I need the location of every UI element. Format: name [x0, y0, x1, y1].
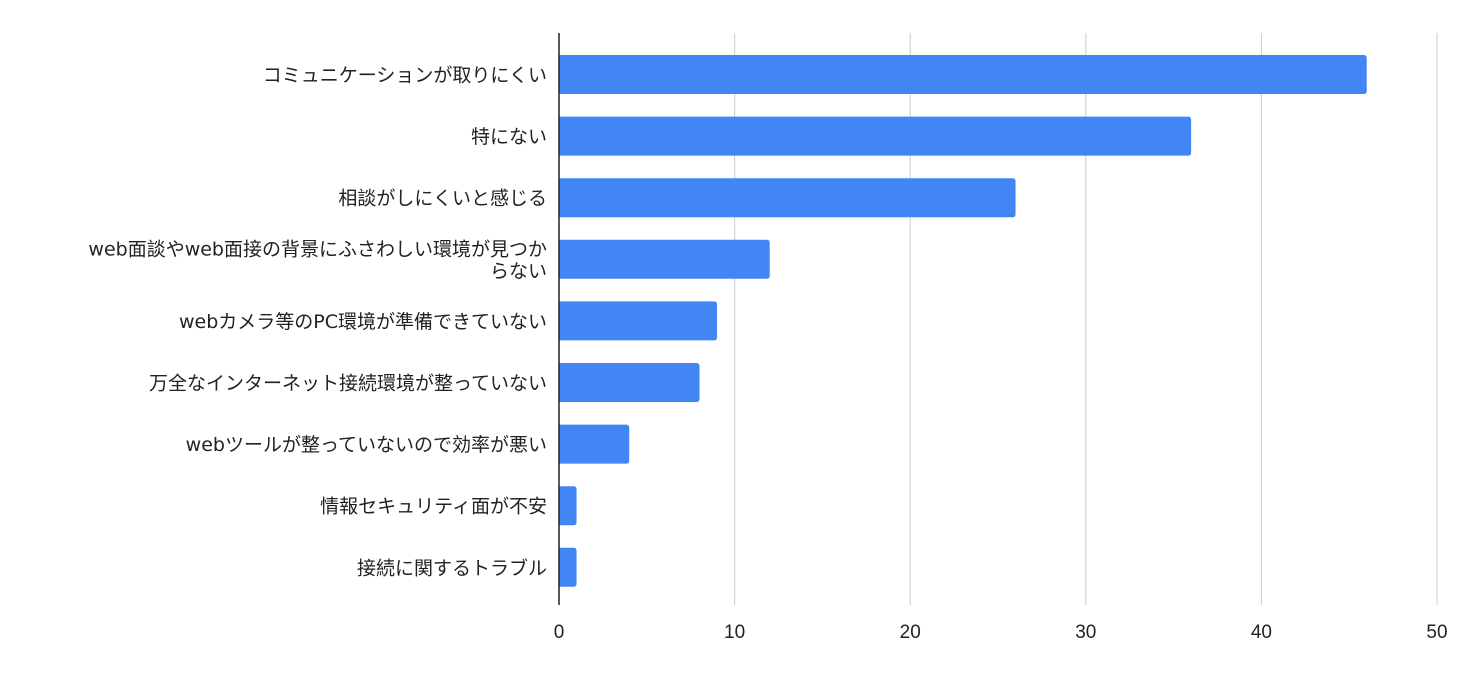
category-label-7: webツールが整っていないので効率が悪い — [186, 434, 547, 456]
category-label-line: webツールが整っていないので効率が悪い — [186, 434, 547, 456]
category-label-1: コミュニケーションが取りにくい — [263, 65, 547, 87]
x-tick-label-10: 10 — [724, 622, 745, 643]
category-label-3: 相談がしにくいと感じる — [338, 188, 547, 210]
bars — [559, 55, 1367, 587]
category-label-line: らない — [490, 260, 547, 282]
category-label-8: 情報セキュリティ面が不安 — [320, 496, 547, 518]
bar-2 — [559, 116, 1192, 156]
bar-8 — [559, 486, 577, 526]
bar-4 — [559, 239, 770, 279]
bar-9 — [559, 547, 577, 587]
x-tick-label-50: 50 — [1426, 622, 1447, 643]
category-label-line: web面談やweb面接の背景にふさわしい環境が見つか — [88, 238, 547, 260]
category-label-line: 特にない — [471, 126, 547, 148]
category-label-5: webカメラ等のPC環境が準備できていない — [179, 311, 547, 333]
x-tick-labels: 0 10 20 30 40 50 — [554, 622, 1448, 643]
category-label-line: webカメラ等のPC環境が準備できていない — [179, 311, 547, 333]
x-tick-label-0: 0 — [554, 622, 565, 643]
bar-7 — [559, 424, 630, 464]
bar-1 — [559, 55, 1367, 94]
category-label-2: 特にない — [471, 126, 547, 148]
category-label-6: 万全なインターネット接続環境が整っていない — [149, 373, 547, 395]
category-label-line: 情報セキュリティ面が不安 — [320, 496, 547, 518]
category-label-line: 相談がしにくいと感じる — [338, 188, 547, 210]
x-tick-label-30: 30 — [1075, 622, 1096, 643]
category-label-4: web面談やweb面接の背景にふさわしい環境が見つからない — [88, 238, 547, 282]
category-label-line: 接続に関するトラブル — [357, 556, 547, 579]
bar-3 — [559, 178, 1016, 218]
category-label-line: コミュニケーションが取りにくい — [263, 65, 547, 87]
bar-6 — [559, 363, 700, 402]
x-tick-label-20: 20 — [900, 622, 921, 643]
bar-5 — [559, 301, 718, 341]
x-tick-label-40: 40 — [1251, 622, 1272, 643]
category-label-line: 万全なインターネット接続環境が整っていない — [149, 373, 547, 395]
category-label-9: 接続に関するトラブル — [357, 556, 547, 579]
